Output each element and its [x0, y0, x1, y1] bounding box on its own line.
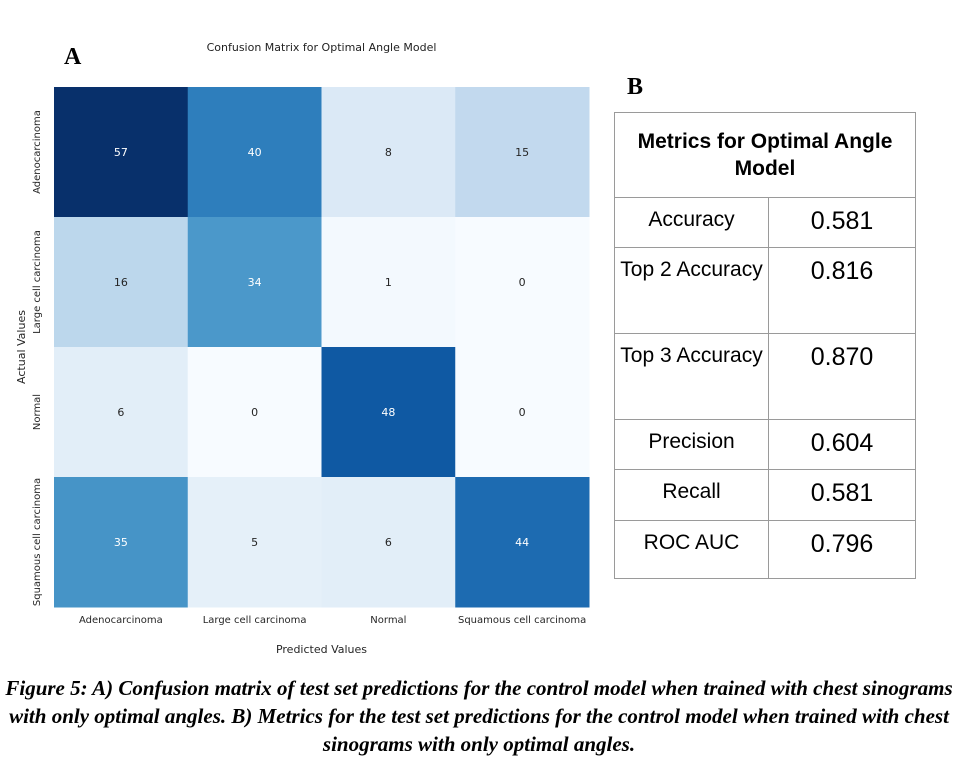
- confusion-matrix-chart: 57 40 8 15 16 34 1 0 6 0 48 0 35 5 6 44 Adenocarcinoma La…: [15, 87, 590, 656]
- heatmap-cell: [455, 477, 590, 608]
- y-tick-label: Adenocarcinoma: [32, 110, 43, 194]
- heatmap-cell: [54, 477, 189, 608]
- cell-value-label: 40: [248, 146, 262, 159]
- cell-value-label: 0: [519, 406, 526, 419]
- heatmap-cell: [54, 87, 189, 218]
- chart-title: Confusion Matrix for Optimal Angle Model: [206, 41, 437, 54]
- cell-value-label: 16: [114, 276, 128, 289]
- cell-value-label: 48: [381, 406, 395, 419]
- heatmap-cell: [187, 347, 322, 478]
- x-axis-label: Predicted Values: [276, 643, 367, 656]
- cell-value-label: 57: [114, 146, 128, 159]
- x-tick-label: Squamous cell carcinoma: [458, 615, 586, 626]
- panel-b-label: B: [627, 74, 644, 100]
- metrics-row: ROC AUC 0.796: [614, 520, 916, 579]
- metric-name: Recall: [614, 469, 769, 521]
- y-tick-label: Squamous cell carcinoma: [32, 478, 43, 606]
- x-tick-label: Adenocarcinoma: [79, 615, 163, 626]
- metric-value: 0.581: [768, 197, 916, 248]
- metric-value: 0.870: [768, 333, 916, 420]
- metrics-row: Top 3 Accuracy 0.870: [614, 333, 916, 420]
- metric-name: Top 2 Accuracy: [614, 247, 769, 334]
- heatmap-cell: [321, 87, 456, 218]
- cell-value-label: 34: [248, 276, 262, 289]
- figure-caption: Figure 5: A) Confusion matrix of test se…: [5, 676, 953, 756]
- metrics-table-title: Metrics for Optimal Angle Model: [614, 112, 916, 198]
- heatmap-cell: [54, 347, 189, 478]
- cell-value-label: 0: [519, 276, 526, 289]
- metric-value: 0.796: [768, 520, 916, 579]
- heatmap-cell: [187, 87, 322, 218]
- metrics-row: Top 2 Accuracy 0.816: [614, 247, 916, 334]
- heatmap-cell: [187, 217, 322, 348]
- heatmap-cell: [455, 87, 590, 218]
- metric-value: 0.581: [768, 469, 916, 521]
- panel-a-label: A: [64, 44, 82, 70]
- metric-name: ROC AUC: [614, 520, 769, 579]
- heatmap-cell: [321, 347, 456, 478]
- metric-value: 0.604: [768, 419, 916, 470]
- heatmap-cell: [187, 477, 322, 608]
- heatmap-cell: [455, 217, 590, 348]
- cell-value-label: 8: [385, 146, 392, 159]
- metric-name: Top 3 Accuracy: [614, 333, 769, 420]
- heatmap-cell: [321, 477, 456, 608]
- cell-value-label: 5: [251, 536, 258, 549]
- metrics-row: Recall 0.581: [614, 469, 916, 521]
- metrics-row: Accuracy 0.581: [614, 197, 916, 248]
- metric-name: Precision: [614, 419, 769, 470]
- y-tick-label: Normal: [32, 394, 43, 430]
- cell-value-label: 1: [385, 276, 392, 289]
- y-axis-label: Actual Values: [15, 310, 28, 384]
- metrics-table: Metrics for Optimal Angle Model Accuracy…: [614, 112, 916, 579]
- cell-value-label: 6: [117, 406, 124, 419]
- heatmap-cell: [455, 347, 590, 478]
- cell-value-label: 6: [385, 536, 392, 549]
- x-tick-label: Normal: [370, 615, 406, 626]
- cell-value-label: 44: [515, 536, 529, 549]
- x-tick-label: Large cell carcinoma: [203, 615, 307, 626]
- cell-value-label: 15: [515, 146, 529, 159]
- heatmap-cell: [54, 217, 189, 348]
- metrics-row: Precision 0.604: [614, 419, 916, 470]
- cell-value-label: 35: [114, 536, 128, 549]
- y-tick-label: Large cell carcinoma: [32, 230, 43, 334]
- metric-name: Accuracy: [614, 197, 769, 248]
- cell-value-label: 0: [251, 406, 258, 419]
- metric-value: 0.816: [768, 247, 916, 334]
- heatmap-cell: [321, 217, 456, 348]
